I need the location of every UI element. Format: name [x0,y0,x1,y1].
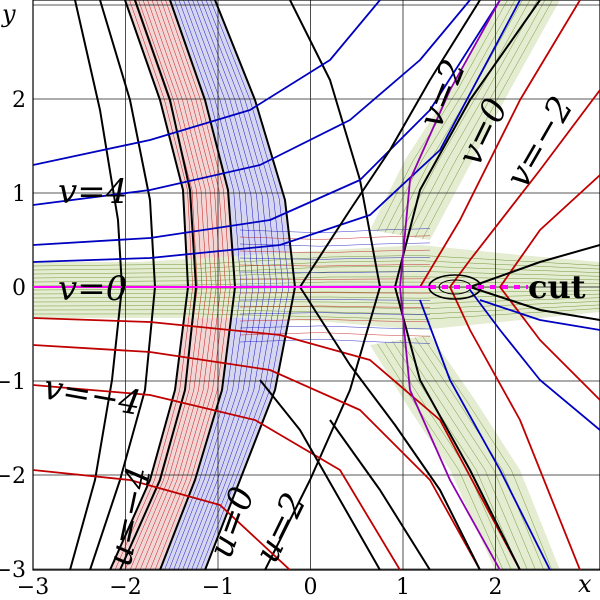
mesh-line-center [239,312,431,315]
x-tick-label: 2 [489,575,503,600]
curve-v-positive [33,0,501,246]
y-axis-name: y [1,0,16,28]
curve-v-positive [33,0,381,166]
label-v-0-left: v=0 [58,269,127,309]
y-tick-label: −1 [0,370,26,395]
mesh-line-green [33,301,600,310]
mesh-line-green-lower [384,342,512,570]
curve-right-red [449,286,581,570]
y-tick-label: −2 [0,464,26,489]
curve-right-blue [469,289,600,431]
label-cut: cut [528,268,586,306]
band-red [110,0,235,570]
curve-v-negative [33,317,521,570]
x-tick-label: 0 [304,575,318,600]
curve-diagonal [259,379,381,570]
mesh-line-green-lower [392,341,520,570]
mesh-line-green [33,304,600,315]
curve-right-blue [419,299,551,570]
mesh-line-center [239,299,431,301]
curve-right-red [419,0,581,288]
mesh-line-green [33,297,600,304]
label-v-4: v=4 [58,172,127,212]
y-tick-label: 2 [12,88,26,113]
mesh-line-green [33,265,600,275]
mesh-line-green-lower [399,339,528,570]
curve-right-blue [479,299,600,331]
mesh-line-green [33,276,600,283]
curve-right-red [499,174,600,288]
y-tick-label: 1 [12,182,26,207]
mesh-line-green-upper [422,0,553,239]
mesh-line-green [33,290,600,295]
mesh-line-green-lower [407,338,536,570]
x-axis-name: x [578,570,592,598]
mesh-line-green-lower [377,343,504,570]
mesh-line-center [239,305,431,308]
band-blue [160,0,295,570]
curve-v-negative [33,344,481,570]
plot-frame [32,0,600,571]
mesh-line-green-upper [377,0,508,232]
mesh-line-green [33,293,600,299]
mesh-line-green-upper [414,0,546,238]
grid-lines [32,0,600,571]
mesh-line-green-upper [392,0,523,234]
mesh-line-center [239,278,431,280]
curve-right-red [449,89,600,288]
label-v-minus-2: v=−2 [498,90,582,195]
mesh-line-green [33,308,600,320]
y-tick-label: 0 [12,276,26,301]
mesh-line-center [239,257,431,260]
mesh-line-center [239,271,431,274]
y-tick-label: −3 [0,558,26,583]
band-green-upper [370,0,560,240]
x-tick-label: −2 [109,575,141,600]
curve-right-red [499,286,600,401]
x-tick-label: 1 [396,575,410,600]
x-tick-label: −1 [202,575,234,600]
mesh-line-green [33,255,600,267]
curve-v-negative [33,469,291,570]
mesh-line-green-upper [407,0,538,237]
curve-v-positive [33,0,521,263]
mesh-line-green-lower [422,336,553,570]
mesh-line-green [33,260,600,271]
curve-v-positive [33,0,471,206]
curve-diagonal [329,419,431,570]
mesh-line-center [239,325,431,330]
mesh-line-green [33,271,600,279]
mesh-line-center [239,264,431,267]
curve-v-negative [33,384,401,570]
label-v-minus-4: v=−4 [40,367,143,423]
tick-labels: −3 −2 −1 0 1 2 2 1 0 −1 −2 −3 [0,88,503,600]
x-tick-label: −3 [17,575,49,600]
